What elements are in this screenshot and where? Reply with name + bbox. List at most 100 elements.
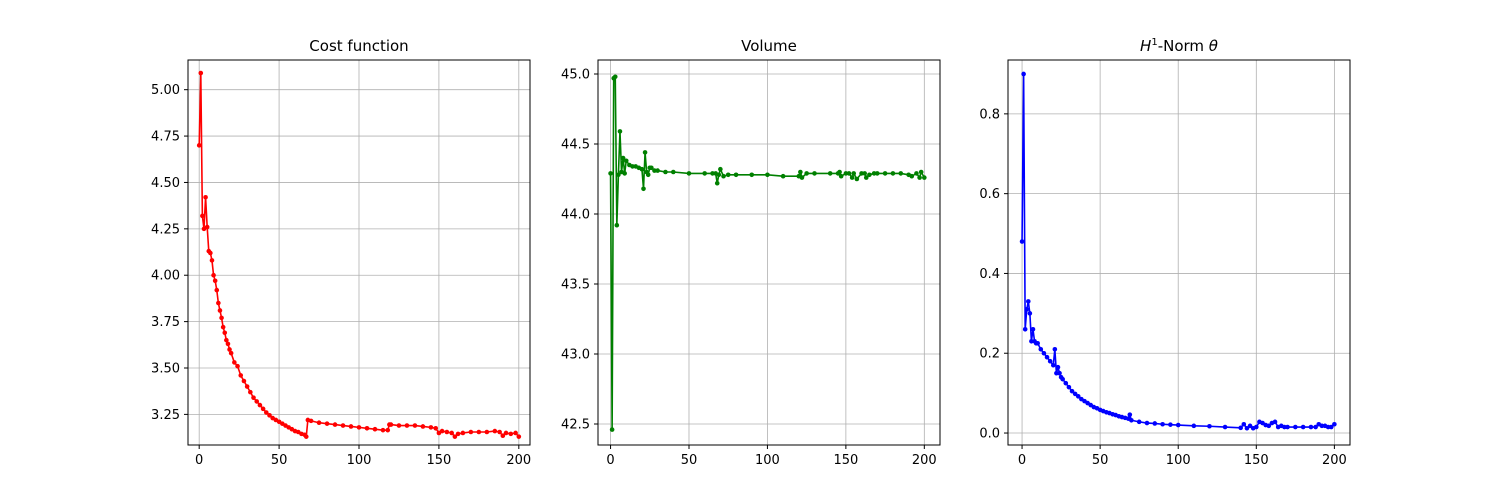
cost-function-data-point <box>452 434 458 439</box>
cost-function-data-point <box>388 422 394 427</box>
volume-y-tick-label: 43.0 <box>561 348 590 363</box>
cost-function-data-point <box>244 384 250 389</box>
cost-function-y-tick-label: 4.50 <box>151 176 180 191</box>
h1-norm-theta-data-point <box>1160 421 1165 427</box>
h1-norm-theta-data-point <box>1069 388 1075 394</box>
h1-norm-theta-y-tick-label: 0.6 <box>979 187 1000 202</box>
volume-y-tick-label: 44.5 <box>561 138 590 153</box>
h1-norm-theta-data-point <box>1027 311 1033 316</box>
h1-norm-theta-data-point <box>1044 354 1050 360</box>
volume-data-point <box>917 175 922 180</box>
cost-function-data-point <box>348 424 354 429</box>
h1-norm-theta-data-point <box>1254 424 1259 430</box>
volume-data-point <box>765 172 770 178</box>
h1-norm-theta-data-point <box>1241 421 1247 427</box>
volume-data-point <box>812 171 817 176</box>
h1-norm-theta-data-point <box>1024 307 1030 312</box>
volume-data-point <box>838 173 844 179</box>
volume-data-point <box>645 172 651 178</box>
cost-function-data-point <box>224 337 229 343</box>
volume-data-point <box>641 186 646 192</box>
h1-norm-theta-data-point <box>1050 362 1056 368</box>
volume-panel: 0 50 100 150 200 42.5 43.0 43.5 44.0 44.5 45.0 Volu… <box>561 37 941 468</box>
volume-data-point <box>614 222 620 228</box>
h1-norm-theta-data-point <box>1075 394 1081 399</box>
cost-function-data-point <box>208 250 213 256</box>
cost-function-data-point <box>492 428 498 434</box>
volume-data-point <box>780 173 786 179</box>
cost-function-panel: 0 50 100 150 200 3.25 3.50 3.75 4.00 4.25 4.50 4.75… <box>151 37 531 468</box>
volume-data-point <box>617 129 623 134</box>
cost-function-data-point <box>516 434 522 439</box>
volume-data-point <box>716 172 722 178</box>
volume-x-tick-label: 150 <box>833 453 858 468</box>
volume-data-point <box>846 171 852 176</box>
cost-function-y-tick-label: 4.25 <box>151 222 180 237</box>
h1-norm-theta-x-tick-label: 0 <box>1018 453 1026 468</box>
volume-y-tick-label: 42.5 <box>561 418 590 433</box>
cost-function-data-point <box>503 430 509 436</box>
volume-data-point <box>609 427 615 432</box>
h1-norm-theta-y-tick-label: 0.4 <box>979 267 1000 282</box>
h1-norm-theta-data-point <box>1244 425 1250 431</box>
cost-function-data-point <box>372 426 378 432</box>
volume-data-point <box>608 171 613 176</box>
h1-norm-theta-data-point <box>1127 412 1133 417</box>
cost-function-data-point <box>260 406 266 412</box>
h1-norm-theta-data-point <box>1063 380 1069 386</box>
cost-function-data-point <box>219 315 224 321</box>
volume-data-point <box>882 171 888 176</box>
h1-norm-theta-data-point <box>1129 417 1134 423</box>
cost-function-data-point <box>484 429 490 435</box>
cost-function-data-point <box>324 421 330 426</box>
volume-y-tick-label: 43.5 <box>561 278 590 293</box>
h1-norm-theta-data-point <box>1328 424 1334 430</box>
h1-norm-theta-y-tick-label: 0.2 <box>979 347 1000 362</box>
volume-data-point <box>686 171 692 176</box>
volume-data-point <box>898 171 904 176</box>
h1-norm-theta-data-point <box>1272 419 1278 425</box>
volume-data-point <box>863 175 869 180</box>
cost-function-data-point <box>251 395 256 400</box>
h1-norm-theta-y-tick-label: 0.0 <box>979 427 1000 442</box>
h1-norm-theta-data-point <box>1152 421 1158 426</box>
cost-function-data-point <box>238 373 244 378</box>
h1-norm-theta-data-point <box>1055 364 1061 370</box>
cost-function-data-point <box>200 213 205 219</box>
volume-data-point <box>804 171 809 176</box>
volume-data-point <box>862 171 867 176</box>
volume-data-point <box>639 166 645 172</box>
cost-function-y-tick-label: 4.00 <box>151 269 180 284</box>
cost-function-data-point <box>468 429 474 435</box>
cost-function-data-point <box>497 429 502 435</box>
volume-axes-frame <box>597 59 941 446</box>
cost-function-data-point <box>225 341 231 347</box>
h1-norm-theta-data-point <box>1175 422 1181 428</box>
cost-function-data-point <box>420 424 426 429</box>
volume-data-point <box>718 166 723 172</box>
cost-function-data-point <box>316 420 322 426</box>
volume-data-point <box>854 176 860 182</box>
cost-function-y-tick-label: 5.00 <box>151 83 180 98</box>
cost-function-data-point <box>204 224 210 230</box>
volume-data-point <box>733 172 739 178</box>
volume-data-point <box>623 158 629 164</box>
h1-norm-theta-axes-frame <box>1007 59 1351 446</box>
cost-function-data-point <box>364 426 370 431</box>
volume-data-point <box>616 172 621 178</box>
h1-norm-theta-data-point <box>1021 71 1026 77</box>
volume-y-tick-label: 45.0 <box>561 68 590 83</box>
cost-function-data-point <box>198 70 204 76</box>
cost-function-data-point <box>455 431 461 437</box>
volume-data-point <box>851 171 857 176</box>
cost-function-x-tick-label: 0 <box>195 453 203 468</box>
h1-norm-theta-data-point <box>1300 424 1306 430</box>
volume-data-point <box>874 171 880 176</box>
cost-function-data-point <box>332 422 338 427</box>
h1-norm-theta-data-point <box>1191 423 1197 429</box>
cost-function-data-point <box>476 429 482 435</box>
volume-data-point <box>649 165 654 171</box>
h1-norm-theta-data-point <box>1247 423 1253 429</box>
cost-function-data-point <box>428 425 434 430</box>
cost-function-data-point <box>254 399 260 404</box>
